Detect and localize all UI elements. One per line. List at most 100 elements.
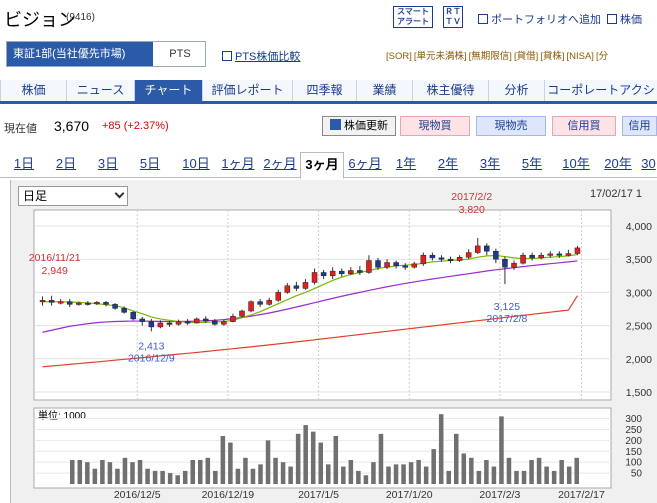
nav-tab-corporate-action[interactable]: コーポレートアクシ — [544, 80, 657, 101]
candle-body — [66, 301, 73, 305]
volume-bar — [198, 460, 203, 484]
x-axis-label: 2016/12/19 — [202, 489, 255, 501]
cash-sell-button[interactable]: 現物売 — [476, 116, 546, 136]
refresh-price-button[interactable]: 株価更新 — [322, 116, 396, 136]
pts-compare-link[interactable]: PTS株価比較 — [222, 48, 300, 64]
stock-icon — [607, 14, 617, 24]
volume-bar — [363, 475, 369, 484]
price-y-tick: 3,500 — [626, 254, 652, 266]
volume-bar — [77, 460, 83, 484]
period-2m[interactable]: 2ヶ月 — [263, 156, 297, 171]
volume-unit-label: 単位: 1000 — [38, 409, 86, 422]
ma-short-line — [42, 253, 578, 324]
period-1d[interactable]: 1日 — [13, 156, 35, 171]
period-10y[interactable]: 10年 — [562, 156, 590, 171]
period-20y[interactable]: 20年 — [604, 156, 632, 171]
candle-body — [302, 282, 309, 289]
annotation-date: 2,413 — [138, 340, 164, 352]
candle-body — [257, 301, 263, 305]
period-2d[interactable]: 2日 — [55, 156, 77, 171]
volume-bar — [401, 464, 406, 484]
main-nav: 株価 ニュース チャート 評価レポート 四季報 業績 株主優待 分析 コーポレー… — [0, 80, 657, 104]
x-axis-label: 2017/2/3 — [479, 489, 520, 501]
candle-body — [529, 254, 535, 259]
volume-y-tick: 200 — [625, 436, 642, 447]
compare-icon — [222, 51, 232, 61]
volume-bar — [574, 457, 579, 484]
market-pts-tab[interactable]: PTS — [169, 48, 191, 60]
portfolio-link[interactable]: ポートフォリオへ追加 — [478, 11, 601, 27]
price-y-tick: 2,000 — [626, 354, 652, 366]
smart-alert-line-1: スマート — [397, 7, 429, 16]
rtv-button[interactable]: ＲＴ ＴＶ — [443, 6, 463, 28]
volume-bar — [265, 440, 271, 484]
nav-tab-earnings[interactable]: 業績 — [356, 80, 412, 101]
period-1y[interactable]: 1年 — [395, 156, 417, 171]
margin-sell-button[interactable]: 信用 — [622, 116, 657, 136]
refresh-icon — [330, 119, 341, 130]
nav-tab-analysis[interactable]: 分析 — [488, 80, 544, 101]
nav-tab-chart[interactable]: チャート — [134, 80, 202, 101]
volume-bar — [70, 460, 75, 484]
volume-bar — [190, 460, 195, 484]
annotation-date: 2017/2/2 — [451, 191, 492, 203]
volume-bar — [137, 460, 143, 484]
tag-lending: [貸借] — [513, 51, 539, 62]
annotation-date: 2016/11/21 — [29, 252, 81, 264]
volume-bar — [438, 414, 444, 484]
volume-bar — [454, 433, 459, 484]
tag-odd-lot: [単元未満株] — [413, 51, 467, 62]
smart-alert-button[interactable]: スマート アラート — [393, 6, 433, 28]
nav-tab-price[interactable]: 株価 — [0, 80, 66, 101]
candle-body — [520, 254, 526, 264]
margin-buy-button[interactable]: 信用買 — [552, 116, 616, 136]
period-30y[interactable]: 30 — [641, 156, 656, 171]
volume-bar — [416, 460, 421, 484]
volume-bar — [288, 466, 293, 484]
candle-body — [193, 318, 200, 324]
period-2y[interactable]: 2年 — [437, 156, 459, 171]
volume-bar — [559, 460, 564, 484]
candle-body — [311, 272, 318, 283]
portfolio-link-label: ポートフォリオへ追加 — [491, 14, 601, 26]
interval-select[interactable]: 日足 — [18, 186, 128, 206]
period-3d[interactable]: 3日 — [97, 156, 119, 171]
volume-bar — [484, 460, 489, 484]
refresh-price-label: 株価更新 — [344, 120, 388, 132]
volume-bar — [107, 462, 113, 484]
volume-bar — [499, 416, 504, 484]
nav-tab-shareholder-benefits[interactable]: 株主優待 — [412, 80, 488, 101]
candle-body — [384, 262, 390, 268]
candle-body — [266, 300, 272, 305]
volume-bar — [326, 464, 331, 484]
volume-bar — [371, 462, 376, 484]
period-5d[interactable]: 5日 — [139, 156, 161, 171]
cash-buy-button[interactable]: 現物買 — [400, 116, 470, 136]
candle-body — [484, 245, 490, 252]
period-6m[interactable]: 6ヶ月 — [348, 156, 382, 171]
stock-price-link[interactable]: 株価 — [607, 11, 642, 27]
candle-body — [248, 301, 254, 312]
price-y-tick: 1,500 — [626, 387, 652, 399]
period-10d[interactable]: 10日 — [182, 156, 210, 171]
market-primary-tab[interactable]: 東証1部(当社優先市場) — [7, 42, 153, 66]
company-name: ビジョン — [4, 10, 76, 30]
volume-bar — [152, 470, 158, 484]
period-3m[interactable]: 3ヶ月 — [300, 152, 344, 179]
period-3y[interactable]: 3年 — [479, 156, 501, 171]
nav-tab-rating-report[interactable]: 評価レポート — [202, 80, 292, 101]
volume-bar — [356, 470, 361, 484]
candle-body — [76, 302, 82, 305]
nav-tab-news[interactable]: ニュース — [66, 80, 134, 101]
period-1m[interactable]: 1ヶ月 — [221, 156, 255, 171]
candle-body — [275, 292, 282, 301]
candle-body — [166, 322, 173, 325]
nav-tab-shikiho[interactable]: 四季報 — [292, 80, 356, 101]
period-5y[interactable]: 5年 — [521, 156, 543, 171]
candle-body — [139, 318, 146, 322]
volume-bar — [529, 460, 534, 484]
chart-date-stamp: 17/02/17 1 — [590, 188, 642, 200]
candle-body — [212, 320, 218, 325]
candle-body — [438, 257, 445, 260]
volume-bar — [213, 470, 218, 484]
